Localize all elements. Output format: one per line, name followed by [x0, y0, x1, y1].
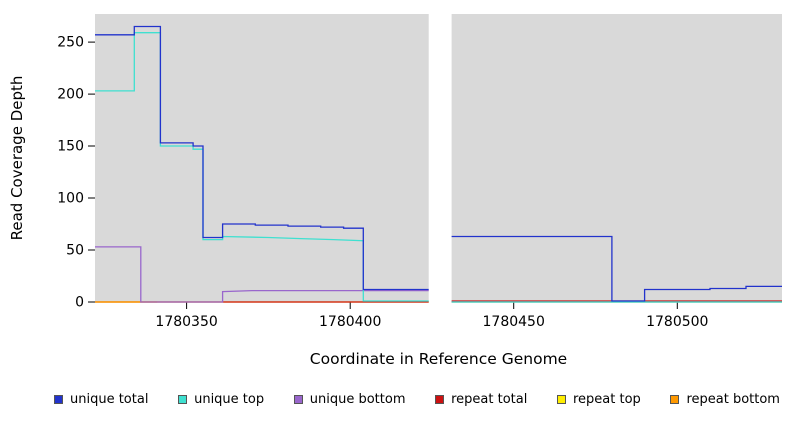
legend-swatch [54, 395, 63, 404]
legend-swatch [293, 395, 303, 404]
legend-label: unique bottom [309, 392, 406, 407]
svg-text:1780350: 1780350 [155, 314, 217, 330]
legend-swatch [557, 395, 566, 404]
legend-item: unique total [54, 392, 148, 407]
legend-item: repeat bottom [670, 392, 780, 407]
legend-label: unique total [70, 392, 149, 407]
plot-area: 0 50 100 150 200 250 1780350 1780400 1780450 1780… [8, 14, 782, 330]
legend-swatch [178, 395, 188, 404]
legend-swatch [670, 395, 680, 404]
svg-text:1780500: 1780500 [646, 314, 708, 330]
svg-text:200: 200 [57, 87, 84, 103]
legend-swatch [435, 395, 445, 404]
svg-text:250: 250 [57, 35, 84, 51]
legend-label: unique top [194, 392, 265, 407]
legend-item: repeat total [435, 392, 527, 407]
legend: unique total unique top unique bottom re… [0, 392, 792, 407]
svg-text:1780400: 1780400 [319, 314, 381, 330]
svg-text:1780450: 1780450 [483, 314, 545, 330]
svg-text:150: 150 [57, 139, 84, 155]
legend-item: repeat top [557, 392, 641, 407]
x-axis-title: Coordinate in Reference Genome [309, 350, 568, 368]
svg-text:50: 50 [66, 243, 84, 259]
legend-item: unique top [178, 392, 264, 407]
legend-label: repeat top [573, 392, 641, 407]
legend-label: repeat bottom [686, 392, 780, 407]
svg-text:0: 0 [75, 295, 84, 311]
legend-label: repeat total [451, 392, 528, 407]
legend-item: unique bottom [293, 392, 406, 407]
svg-text:100: 100 [57, 191, 84, 207]
y-axis-title: Read Coverage Depth [8, 76, 26, 241]
